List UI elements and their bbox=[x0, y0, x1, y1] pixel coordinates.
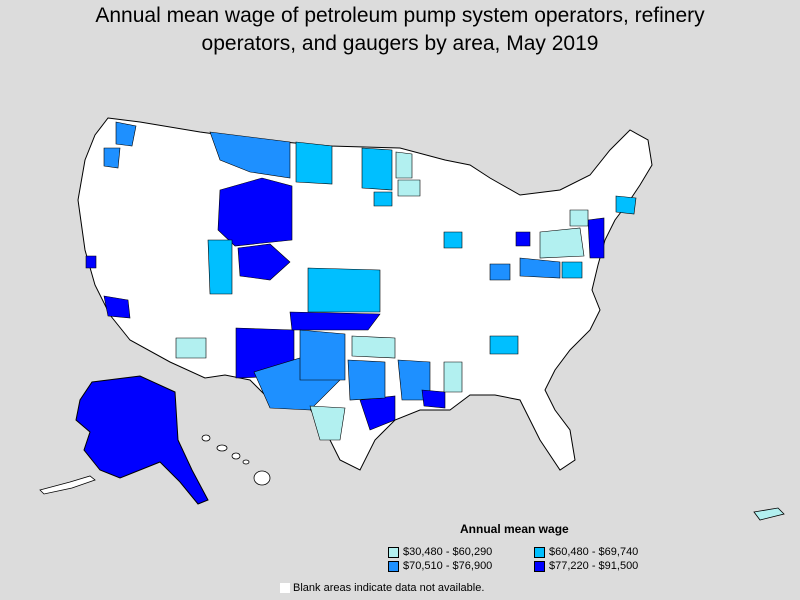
wage-regions bbox=[85, 121, 637, 441]
map-title-line-2: operators, and gaugers by area, May 2019 bbox=[201, 32, 599, 55]
region-kansas bbox=[307, 267, 381, 313]
region-tennessee bbox=[489, 335, 519, 355]
legend-label-1: $30,480 - $60,290 bbox=[403, 546, 493, 558]
region-arkansas bbox=[351, 335, 396, 359]
region-central-texas bbox=[299, 329, 346, 381]
region-new-jersey bbox=[587, 217, 605, 259]
region-utah bbox=[207, 239, 233, 295]
region-south-texas bbox=[309, 405, 346, 441]
map-title: Annual mean wage of petroleum pump syste… bbox=[0, 2, 800, 58]
region-virginia bbox=[561, 261, 583, 279]
region-washington-b bbox=[103, 147, 121, 169]
region-la bbox=[103, 295, 131, 319]
region-wyoming bbox=[217, 177, 293, 247]
legend-swatch-3 bbox=[388, 560, 399, 572]
region-new-york bbox=[569, 209, 589, 227]
blank-note-text: Blank areas indicate data not available. bbox=[293, 582, 485, 594]
region-arizona bbox=[175, 337, 207, 359]
legend-swatch-1 bbox=[388, 546, 399, 558]
hawaii-islands bbox=[201, 434, 271, 486]
region-nd-east bbox=[395, 151, 413, 179]
region-ohio bbox=[515, 231, 531, 247]
region-mississippi bbox=[443, 361, 463, 393]
blank-swatch bbox=[280, 583, 290, 593]
legend-label-3: $70,510 - $76,900 bbox=[403, 560, 493, 572]
region-indiana bbox=[489, 263, 511, 281]
region-north-dakota bbox=[361, 147, 393, 191]
puerto-rico-shape bbox=[753, 507, 785, 521]
legend-item-1: $30,480 - $60,290 bbox=[388, 546, 492, 558]
legend-title: Annual mean wage bbox=[460, 522, 569, 536]
legend-item-4: $77,220 - $91,500 bbox=[534, 560, 638, 572]
region-pennsylvania bbox=[539, 227, 585, 259]
region-colorado-west bbox=[237, 243, 291, 281]
blank-areas-note: Blank areas indicate data not available. bbox=[280, 582, 484, 594]
region-oklahoma bbox=[289, 311, 381, 331]
region-minnesota bbox=[373, 191, 393, 207]
legend-label-4: $77,220 - $91,500 bbox=[549, 560, 639, 572]
region-louisiana-coast bbox=[421, 389, 446, 409]
region-montana bbox=[209, 131, 291, 179]
region-montana-east bbox=[295, 141, 333, 185]
legend-swatch-4 bbox=[534, 560, 545, 572]
region-kentucky bbox=[519, 257, 561, 279]
alaska-aleutians bbox=[39, 475, 96, 495]
region-east-texas bbox=[347, 359, 386, 401]
map-title-line-1: Annual mean wage of petroleum pump syste… bbox=[95, 4, 705, 27]
legend-item-3: $70,510 - $76,900 bbox=[388, 560, 492, 572]
alaska-shape bbox=[75, 375, 209, 505]
region-new-england bbox=[615, 195, 637, 215]
region-wisconsin bbox=[397, 179, 421, 197]
region-washington-a bbox=[115, 121, 137, 147]
legend-item-2: $60,480 - $69,740 bbox=[534, 546, 638, 558]
legend-swatch-2 bbox=[534, 546, 545, 558]
region-illinois bbox=[443, 231, 463, 249]
region-bay-area bbox=[85, 255, 97, 269]
legend-label-2: $60,480 - $69,740 bbox=[549, 546, 639, 558]
